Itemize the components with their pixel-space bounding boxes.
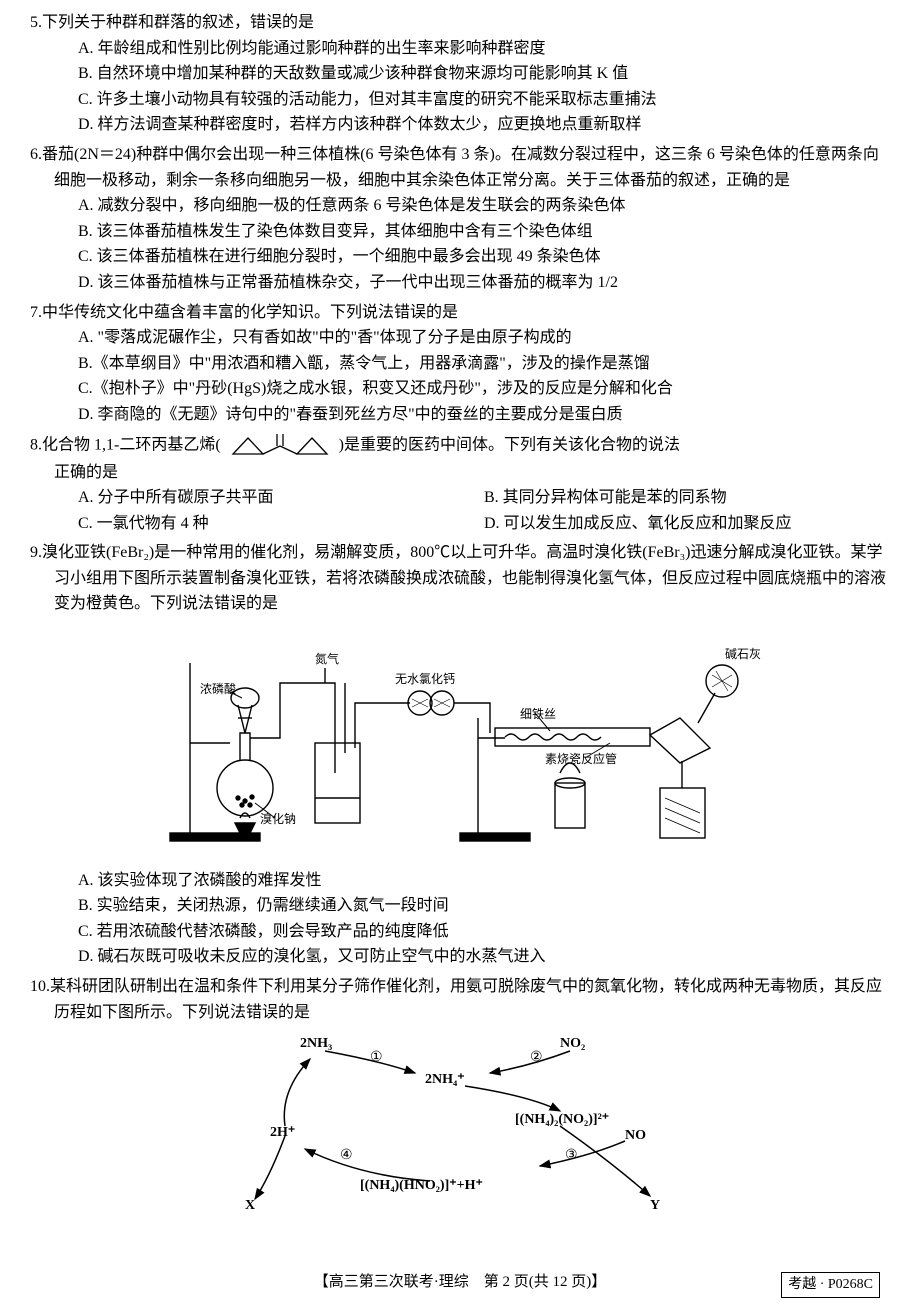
q8-options-row1: A. 分子中所有碳原子共平面 B. 其同分异构体可能是苯的同系物 [30,485,890,511]
apparatus-diagram-icon: 浓磷酸 氮气 无水氯化钙 细铁丝 碱石灰 溴化钠 素烧瓷反应管 [150,623,770,853]
q8-stem-c: 正确的是 [30,460,890,486]
q10-num: 10. [30,978,50,995]
lbl-complex1: [(NH₄)₂(NO₂)]²⁺ [515,1112,609,1127]
q7-opt-b: B.《本草纲目》中"用浓酒和糟入甑，蒸令气上，用器承滴露"，涉及的操作是蒸馏 [78,351,890,377]
lbl-ironwire: 细铁丝 [520,707,556,721]
q5-stem: 5.下列关于种群和群落的叙述，错误的是 [30,10,890,36]
lbl-nabr: 溴化钠 [260,811,296,826]
q8-stem-a: 化合物 1,1-二环丙基乙烯( [42,436,221,453]
q5-opt-a: A. 年龄组成和性别比例均能通过影响种群的出生率来影响种群密度 [78,36,890,62]
lbl-cacl2: 无水氯化钙 [395,672,455,686]
q6-opt-b: B. 该三体番茄植株发生了染色体数目变异，其体细胞中含有三个染色体组 [78,219,890,245]
q9-options: A. 该实验体现了浓磷酸的难挥发性 B. 实验结束，关闭热源，仍需继续通入氮气一… [30,868,890,970]
reaction-cycle-icon: 2NH₃ NO₂ 2NH₄⁺ [(NH₄)₂(NO₂)]²⁺ 2H⁺ NO [(… [230,1031,690,1211]
lbl-no: NO [625,1128,646,1143]
q7-stem: 7.中华传统文化中蕴含着丰富的化学知识。下列说法错误的是 [30,300,890,326]
dicyclopropyl-ethene-icon [225,432,335,460]
lbl-y: Y [650,1198,660,1211]
q7-opt-c: C.《抱朴子》中"丹砂(HgS)烧之成水银，积变又还成丹砂"，涉及的反应是分解和… [78,376,890,402]
q9-opt-a: A. 该实验体现了浓磷酸的难挥发性 [78,868,890,894]
lbl-step1: ① [370,1050,383,1065]
q6-opt-c: C. 该三体番茄植株在进行细胞分裂时，一个细胞中最多会出现 49 条染色体 [78,244,890,270]
q10-figure: 2NH₃ NO₂ 2NH₄⁺ [(NH₄)₂(NO₂)]²⁺ 2H⁺ NO [(… [30,1031,890,1220]
q8-num: 8. [30,436,42,453]
q5-options: A. 年龄组成和性别比例均能通过影响种群的出生率来影响种群密度 B. 自然环境中… [30,36,890,138]
q5-opt-d: D. 样方法调查某种群密度时，若样方内该种群个体数太少，应更换地点重新取样 [78,112,890,138]
q5-stem-text: 下列关于种群和群落的叙述，错误的是 [42,14,314,31]
q9-opt-b: B. 实验结束，关闭热源，仍需继续通入氮气一段时间 [78,893,890,919]
q6-num: 6. [30,146,42,163]
footer-code-box: 考越 · P0268C [781,1272,880,1298]
lbl-step4: ④ [340,1148,353,1163]
question-8: 8.化合物 1,1-二环丙基乙烯( )是重要的医药中间体。下列有关该化合物的说法… [30,432,890,537]
lbl-step2: ② [530,1050,543,1065]
lbl-x: X [245,1198,255,1211]
lbl-2hp: 2H⁺ [270,1125,295,1140]
q9-opt-c: C. 若用浓硫酸代替浓磷酸，则会导致产品的纯度降低 [78,919,890,945]
q6-options: A. 减数分裂中，移向细胞一极的任意两条 6 号染色体是发生联会的两条染色体 B… [30,193,890,295]
q9-stem: 9.溴化亚铁(FeBr₂)是一种常用的催化剂，易潮解变质，800℃以上可升华。高… [30,540,890,617]
q8-opt-b: B. 其同分异构体可能是苯的同系物 [484,485,890,511]
lbl-complex2: [(NH₄)(HNO₂)]⁺+H⁺ [360,1178,483,1193]
q7-num: 7. [30,304,42,321]
question-6: 6.番茄(2N＝24)种群中偶尔会出现一种三体植株(6 号染色体有 3 条)。在… [30,142,890,296]
lbl-n2: 氮气 [315,651,339,666]
q7-opt-d: D. 李商隐的《无题》诗句中的"春蚕到死丝方尽"中的蚕丝的主要成分是蛋白质 [78,402,890,428]
q8-opt-d: D. 可以发生加成反应、氧化反应和加聚反应 [484,511,890,537]
q8-opt-c: C. 一氯代物有 4 种 [78,511,484,537]
q9-figure: 浓磷酸 氮气 无水氯化钙 细铁丝 碱石灰 溴化钠 素烧瓷反应管 [30,623,890,862]
q8-options-row2: C. 一氯代物有 4 种 D. 可以发生加成反应、氧化反应和加聚反应 [30,511,890,537]
q5-num: 5. [30,14,42,31]
q7-options: A. "零落成泥碾作尘，只有香如故"中的"香"体现了分子是由原子构成的 B.《本… [30,325,890,427]
q9-stem-text: 溴化亚铁(FeBr₂)是一种常用的催化剂，易潮解变质，800℃以上可升华。高温时… [42,544,886,612]
q8-stem-b: )是重要的医药中间体。下列有关该化合物的说法 [339,436,680,453]
lbl-step3: ③ [565,1148,578,1163]
q8-opt-a: A. 分子中所有碳原子共平面 [78,485,484,511]
q8-stem: 8.化合物 1,1-二环丙基乙烯( )是重要的医药中间体。下列有关该化合物的说法 [30,432,890,460]
lbl-2nh4: 2NH₄⁺ [425,1072,465,1087]
lbl-2nh3: 2NH₃ [300,1036,332,1051]
question-9: 9.溴化亚铁(FeBr₂)是一种常用的催化剂，易潮解变质，800℃以上可升华。高… [30,540,890,970]
footer-text: 【高三第三次联考·理综 第 2 页(共 12 页)】 [314,1274,607,1290]
q10-stem-text: 某科研团队研制出在温和条件下利用某分子筛作催化剂，用氨可脱除废气中的氮氧化物，转… [50,978,882,1021]
lbl-phosphoric: 浓磷酸 [200,681,236,696]
q5-opt-c: C. 许多土壤小动物具有较强的活动能力，但对其丰富度的研究不能采取标志重捕法 [78,87,890,113]
q6-stem: 6.番茄(2N＝24)种群中偶尔会出现一种三体植株(6 号染色体有 3 条)。在… [30,142,890,193]
question-10: 10.某科研团队研制出在温和条件下利用某分子筛作催化剂，用氨可脱除废气中的氮氧化… [30,974,890,1220]
q5-opt-b: B. 自然环境中增加某种群的天敌数量或减少该种群食物来源均可能影响其 K 值 [78,61,890,87]
q9-num: 9. [30,544,42,561]
q6-stem-text: 番茄(2N＝24)种群中偶尔会出现一种三体植株(6 号染色体有 3 条)。在减数… [42,146,879,189]
question-5: 5.下列关于种群和群落的叙述，错误的是 A. 年龄组成和性别比例均能通过影响种群… [30,10,890,138]
q9-opt-d: D. 碱石灰既可吸收未反应的溴化氢，又可防止空气中的水蒸气进入 [78,944,890,970]
question-7: 7.中华传统文化中蕴含着丰富的化学知识。下列说法错误的是 A. "零落成泥碾作尘… [30,300,890,428]
lbl-ceramic: 素烧瓷反应管 [545,751,617,766]
q7-opt-a: A. "零落成泥碾作尘，只有香如故"中的"香"体现了分子是由原子构成的 [78,325,890,351]
lbl-sodalime: 碱石灰 [725,647,761,661]
q10-stem: 10.某科研团队研制出在温和条件下利用某分子筛作催化剂，用氨可脱除废气中的氮氧化… [30,974,890,1025]
q7-stem-text: 中华传统文化中蕴含着丰富的化学知识。下列说法错误的是 [42,304,458,321]
q6-opt-a: A. 减数分裂中，移向细胞一极的任意两条 6 号染色体是发生联会的两条染色体 [78,193,890,219]
q6-opt-d: D. 该三体番茄植株与正常番茄植株杂交，子一代中出现三体番茄的概率为 1/2 [78,270,890,296]
lbl-no2: NO₂ [560,1036,585,1051]
